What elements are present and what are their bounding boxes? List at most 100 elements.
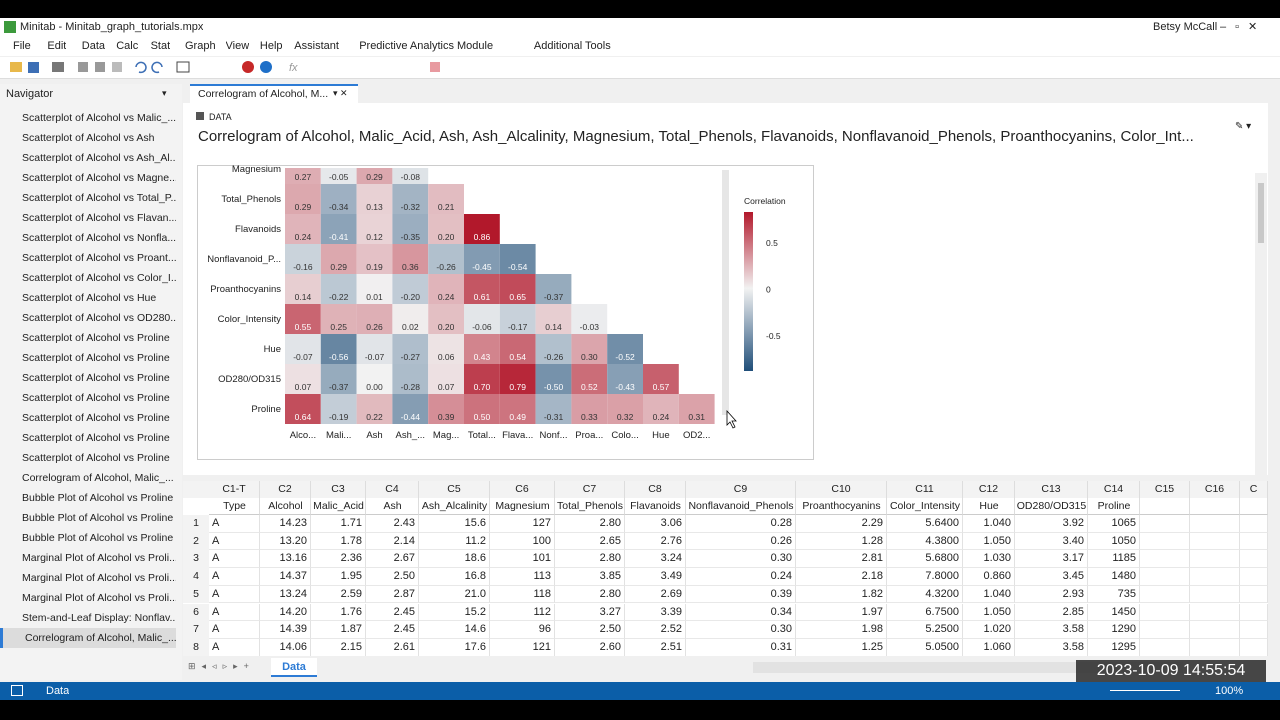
navigator-item[interactable]: Scatterplot of Alcohol vs Magne...: [22, 172, 176, 184]
column-name[interactable]: Type: [223, 500, 246, 512]
worksheet-cell[interactable]: 3.58: [1015, 638, 1088, 656]
worksheet-cell[interactable]: A: [209, 550, 260, 569]
navigator-item[interactable]: Marginal Plot of Alcohol vs Proli...: [22, 592, 176, 604]
column-name-cell[interactable]: [1015, 498, 1088, 515]
worksheet-cell[interactable]: 1.82: [796, 585, 887, 604]
navigator-item[interactable]: Correlogram of Alcohol, Malic_...: [0, 628, 176, 648]
worksheet-cell[interactable]: 2.45: [366, 621, 419, 639]
navigator-item[interactable]: Scatterplot of Alcohol vs Color_I...: [22, 272, 176, 284]
worksheet-cell[interactable]: 735: [1088, 585, 1140, 604]
worksheet-cell[interactable]: 4.3200: [887, 585, 963, 604]
sheet-nav[interactable]: ⊞◂◃▹▸+: [188, 661, 255, 671]
navigator-item[interactable]: Scatterplot of Alcohol vs Proline: [22, 372, 170, 384]
worksheet-cell[interactable]: 101: [490, 550, 555, 569]
menu-item[interactable]: Calc: [116, 40, 139, 52]
worksheet-cell[interactable]: 2.43: [366, 515, 419, 533]
worksheet-cell[interactable]: 1.87: [311, 621, 366, 639]
navigator-item[interactable]: Scatterplot of Alcohol vs Hue: [22, 292, 157, 304]
worksheet-cell[interactable]: 3.06: [625, 515, 686, 533]
column-id[interactable]: C3: [311, 481, 366, 498]
navigator-item[interactable]: Scatterplot of Alcohol vs Proline: [22, 392, 170, 404]
worksheet-cell[interactable]: 3.17: [1015, 550, 1088, 569]
worksheet-cell[interactable]: A: [209, 621, 260, 639]
worksheet-cell[interactable]: [1190, 568, 1240, 586]
worksheet-cell[interactable]: 1.020: [963, 621, 1015, 639]
worksheet-cell[interactable]: 14.20: [260, 603, 311, 622]
worksheet-cell[interactable]: 1.78: [311, 532, 366, 551]
worksheet-cell[interactable]: 18.6: [419, 550, 490, 569]
output-scrollbar[interactable]: [1255, 173, 1267, 475]
worksheet-cell[interactable]: 11.2: [419, 532, 490, 551]
navigator-item[interactable]: Scatterplot of Alcohol vs OD280...: [22, 312, 176, 324]
column-id[interactable]: C1-T: [209, 481, 260, 498]
worksheet-cell[interactable]: 1.28: [796, 532, 887, 551]
row-number[interactable]: 8: [183, 638, 209, 656]
worksheet-cell[interactable]: 2.80: [555, 550, 625, 569]
worksheet-cell[interactable]: [1190, 550, 1240, 569]
worksheet-cell[interactable]: 2.60: [555, 638, 625, 656]
column-id[interactable]: C15: [1140, 481, 1190, 498]
navigator-item[interactable]: Stem-and-Leaf Display: Nonflav...: [22, 612, 176, 624]
column-name[interactable]: Hue: [979, 500, 999, 512]
worksheet-cell[interactable]: 1295: [1088, 638, 1140, 656]
menu-item[interactable]: Assistant: [294, 40, 339, 52]
worksheet-cell[interactable]: [1140, 603, 1190, 622]
menu-item[interactable]: File: [13, 40, 31, 52]
worksheet-cell[interactable]: 2.51: [625, 638, 686, 656]
worksheet-cell[interactable]: 112: [490, 603, 555, 622]
worksheet-cell[interactable]: 1.25: [796, 638, 887, 656]
corner-cell[interactable]: [183, 481, 209, 498]
worksheet-cell[interactable]: 1.040: [963, 515, 1015, 533]
worksheet-cell[interactable]: [1140, 568, 1190, 586]
navigator-item[interactable]: Bubble Plot of Alcohol vs Proline: [22, 532, 174, 544]
worksheet-cell[interactable]: 3.58: [1015, 621, 1088, 639]
worksheet-cell[interactable]: 14.06: [260, 638, 311, 656]
worksheet-cell[interactable]: [1190, 515, 1240, 533]
worksheet-cell[interactable]: 2.50: [555, 621, 625, 639]
worksheet-cell[interactable]: 96: [490, 621, 555, 639]
column-id[interactable]: C7: [555, 481, 625, 498]
menu-item[interactable]: View: [225, 40, 250, 52]
column-name[interactable]: Proline: [1097, 500, 1131, 512]
column-name[interactable]: Malic_Acid: [313, 500, 364, 512]
menu-item[interactable]: Additional Tools: [533, 40, 611, 52]
column-name[interactable]: Proanthocyanins: [802, 500, 881, 512]
worksheet-cell[interactable]: 14.6: [419, 621, 490, 639]
column-id[interactable]: C11: [887, 481, 963, 498]
worksheet-cell[interactable]: [1240, 638, 1268, 656]
worksheet-cell[interactable]: 16.8: [419, 568, 490, 586]
worksheet-cell[interactable]: 2.87: [366, 585, 419, 604]
column-id[interactable]: C5: [419, 481, 490, 498]
worksheet-cell[interactable]: 1050: [1088, 532, 1140, 551]
column-name-cell[interactable]: [887, 498, 963, 515]
navigator-item[interactable]: Scatterplot of Alcohol vs Proant...: [22, 252, 176, 264]
column-id[interactable]: C16: [1190, 481, 1240, 498]
worksheet-cell[interactable]: 1065: [1088, 515, 1140, 533]
column-name-cell[interactable]: [625, 498, 686, 515]
navigator-item[interactable]: Scatterplot of Alcohol vs Proline: [22, 452, 170, 464]
worksheet-cell[interactable]: 3.92: [1015, 515, 1088, 533]
worksheet-cell[interactable]: 2.36: [311, 550, 366, 569]
navigator-item[interactable]: Scatterplot of Alcohol vs Proline: [22, 332, 170, 344]
navigator-item[interactable]: Scatterplot of Alcohol vs Flavan...: [22, 212, 176, 224]
worksheet-cell[interactable]: 2.93: [1015, 585, 1088, 604]
worksheet-cell[interactable]: 1185: [1088, 550, 1140, 569]
column-name[interactable]: Magnesium: [495, 500, 550, 512]
worksheet-cell[interactable]: [1190, 621, 1240, 639]
menu-item[interactable]: Edit: [47, 40, 67, 52]
worksheet-cell[interactable]: [1240, 585, 1268, 604]
worksheet-cell[interactable]: 15.2: [419, 603, 490, 622]
worksheet-cell[interactable]: 2.61: [366, 638, 419, 656]
worksheet-cell[interactable]: 1.050: [963, 603, 1015, 622]
worksheet-cell[interactable]: 3.49: [625, 568, 686, 586]
worksheet-cell[interactable]: 1.060: [963, 638, 1015, 656]
row-number[interactable]: 6: [183, 603, 209, 622]
worksheet-cell[interactable]: [1140, 585, 1190, 604]
worksheet-cell[interactable]: 1.98: [796, 621, 887, 639]
worksheet-cell[interactable]: 3.27: [555, 603, 625, 622]
worksheet-cell[interactable]: 1290: [1088, 621, 1140, 639]
worksheet-cell[interactable]: [1140, 550, 1190, 569]
worksheet-cell[interactable]: 118: [490, 585, 555, 604]
worksheet-cell[interactable]: [1240, 603, 1268, 622]
worksheet-cell[interactable]: 2.59: [311, 585, 366, 604]
